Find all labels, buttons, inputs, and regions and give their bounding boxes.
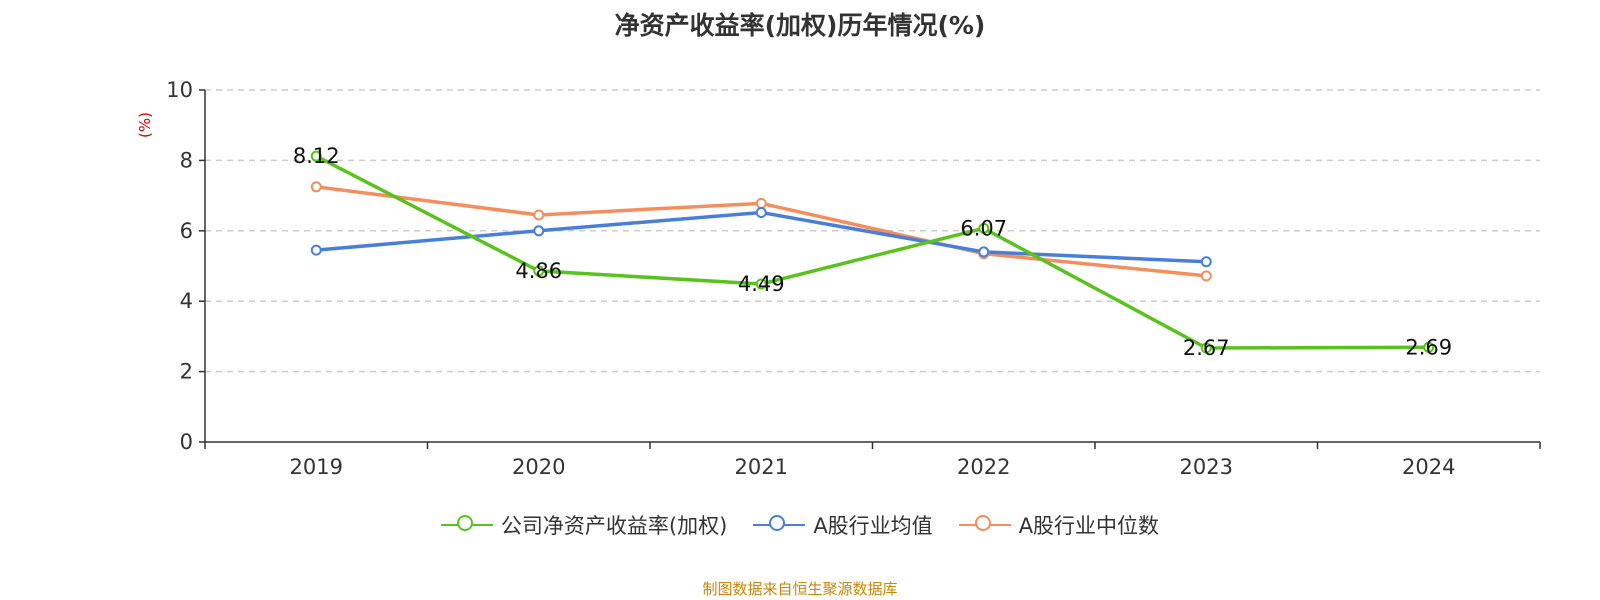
x-tick-label: 2020: [512, 455, 565, 479]
x-tick-label: 2022: [957, 455, 1010, 479]
legend-swatch-icon: [958, 513, 1011, 537]
data-label: 4.86: [515, 259, 562, 283]
legend-label: 公司净资产收益率(加权): [500, 514, 728, 538]
legend-swatch-icon: [440, 513, 493, 537]
data-label: 2.69: [1405, 335, 1452, 359]
y-tick-label: 10: [166, 78, 193, 102]
y-tick-label: 0: [180, 430, 193, 454]
x-tick-label: 2023: [1180, 455, 1233, 479]
data-point: [755, 278, 767, 290]
legend-label: A股行业中位数: [1018, 514, 1160, 538]
chart-legend: 公司净资产收益率(加权) A股行业均值 A股行业中位数: [0, 510, 1600, 540]
data-point: [755, 206, 767, 218]
y-axis-label: (%): [136, 112, 154, 138]
data-point: [1200, 270, 1212, 282]
y-tick-label: 2: [180, 360, 193, 384]
data-label: 6.07: [960, 216, 1007, 240]
data-source-note: 制图数据来自恒生聚源数据库: [702, 580, 898, 598]
data-point: [533, 265, 545, 277]
data-point: [1200, 256, 1212, 268]
legend-swatch-icon: [753, 513, 806, 537]
x-tick-label: 2019: [290, 455, 343, 479]
y-tick-label: 4: [180, 289, 193, 313]
data-point: [310, 150, 322, 162]
y-tick-label: 6: [180, 219, 193, 243]
x-tick-label: 2021: [735, 455, 788, 479]
legend-item[interactable]: 公司净资产收益率(加权): [440, 510, 728, 540]
legend-label: A股行业均值: [813, 514, 933, 538]
chart-title: 净资产收益率(加权)历年情况(%): [614, 11, 986, 40]
data-point: [533, 225, 545, 237]
data-label: 8.12: [293, 144, 340, 168]
legend-item[interactable]: A股行业中位数: [958, 510, 1160, 540]
data-point: [978, 222, 990, 234]
legend-item[interactable]: A股行业均值: [753, 510, 933, 540]
series-line: [316, 210, 1207, 264]
legend-marker: [456, 515, 473, 531]
data-point: [978, 246, 990, 258]
data-point: [310, 181, 322, 193]
data-point: [533, 209, 545, 221]
data-label: 2.67: [1183, 336, 1230, 360]
data-point: [310, 244, 322, 256]
legend-marker: [769, 515, 786, 531]
legend-marker: [974, 515, 991, 531]
data-point: [1200, 342, 1212, 354]
y-tick-label: 8: [180, 148, 193, 172]
x-tick-label: 2024: [1402, 455, 1455, 479]
series-line: [315, 154, 1429, 350]
data-point: [1423, 341, 1435, 353]
data-label: 4.49: [738, 272, 785, 296]
data-point: [755, 197, 767, 209]
